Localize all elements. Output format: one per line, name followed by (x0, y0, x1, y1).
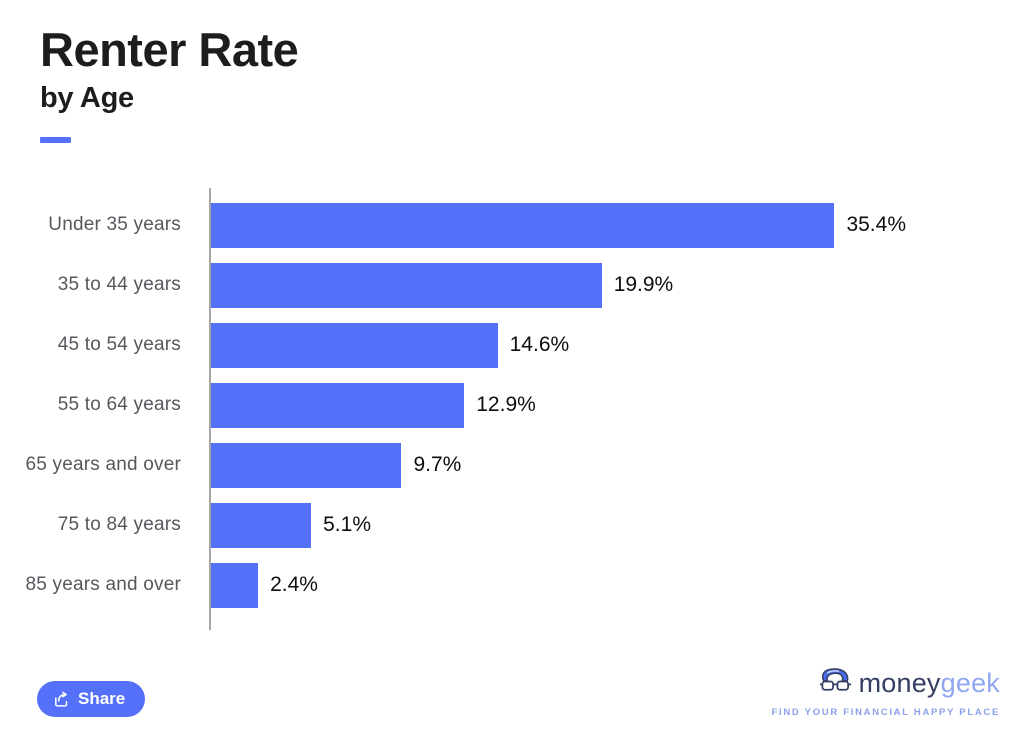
category-label: 85 years and over (25, 574, 181, 595)
category-label: 35 to 44 years (57, 274, 181, 295)
chart-row: 85 years and over 2.4% (0, 555, 1024, 615)
value-label: 5.1% (323, 513, 371, 536)
brand-name-secondary: geek (940, 668, 1000, 698)
value-label: 9.7% (413, 453, 462, 476)
bar-chart: Under 35 years 35.4% 35 to 44 years 19.9… (0, 188, 1024, 630)
bar (211, 442, 402, 488)
bar (211, 382, 465, 428)
value-label: 35.4% (846, 213, 906, 236)
chart-row: 65 years and over 9.7% (0, 435, 1024, 495)
bar (211, 562, 259, 608)
bar (211, 202, 835, 248)
value-label: 12.9% (476, 393, 536, 416)
bar-zone: 2.4% (211, 562, 906, 608)
bar-zone: 9.7% (211, 442, 906, 488)
category-label: 75 to 84 years (57, 514, 181, 535)
bar-zone: 5.1% (211, 502, 906, 548)
chart-row: 75 to 84 years 5.1% (0, 495, 1024, 555)
bar (211, 322, 498, 368)
page-subtitle: by Age (40, 82, 134, 115)
bar (211, 262, 602, 308)
category-label: Under 35 years (48, 214, 181, 235)
page-title: Renter Rate (40, 23, 299, 76)
bar-zone: 19.9% (211, 262, 906, 308)
chart-row: Under 35 years 35.4% (0, 195, 1024, 255)
share-button[interactable]: Share (37, 681, 146, 717)
value-label: 14.6% (509, 333, 570, 356)
value-label: 19.9% (613, 273, 674, 296)
share-button-label: Share (78, 689, 126, 708)
brand-logo: moneygeek FIND YOUR FINANCIAL HAPPY PLAC… (772, 666, 1000, 718)
chart-row: 35 to 44 years 19.9% (0, 255, 1024, 315)
value-label: 2.4% (270, 573, 318, 596)
moneygeek-icon (819, 666, 852, 701)
bar-zone: 14.6% (211, 322, 906, 368)
brand-tagline: FIND YOUR FINANCIAL HAPPY PLACE (771, 707, 1000, 718)
share-icon (53, 691, 70, 708)
y-axis-line (209, 188, 211, 630)
category-label: 45 to 54 years (57, 334, 181, 355)
chart-rows: Under 35 years 35.4% 35 to 44 years 19.9… (0, 195, 1024, 615)
chart-row: 45 to 54 years 14.6% (0, 315, 1024, 375)
bar (211, 502, 312, 548)
brand-wordmark: moneygeek (859, 668, 1000, 699)
chart-row: 55 to 64 years 12.9% (0, 375, 1024, 435)
brand-name-primary: money (858, 668, 941, 698)
bar-zone: 12.9% (211, 382, 906, 428)
category-label: 55 to 64 years (57, 394, 181, 415)
category-label: 65 years and over (25, 454, 181, 475)
accent-dash (40, 137, 71, 144)
chart-header: Renter Rate by Age (40, 22, 299, 144)
bar-zone: 35.4% (211, 202, 906, 248)
